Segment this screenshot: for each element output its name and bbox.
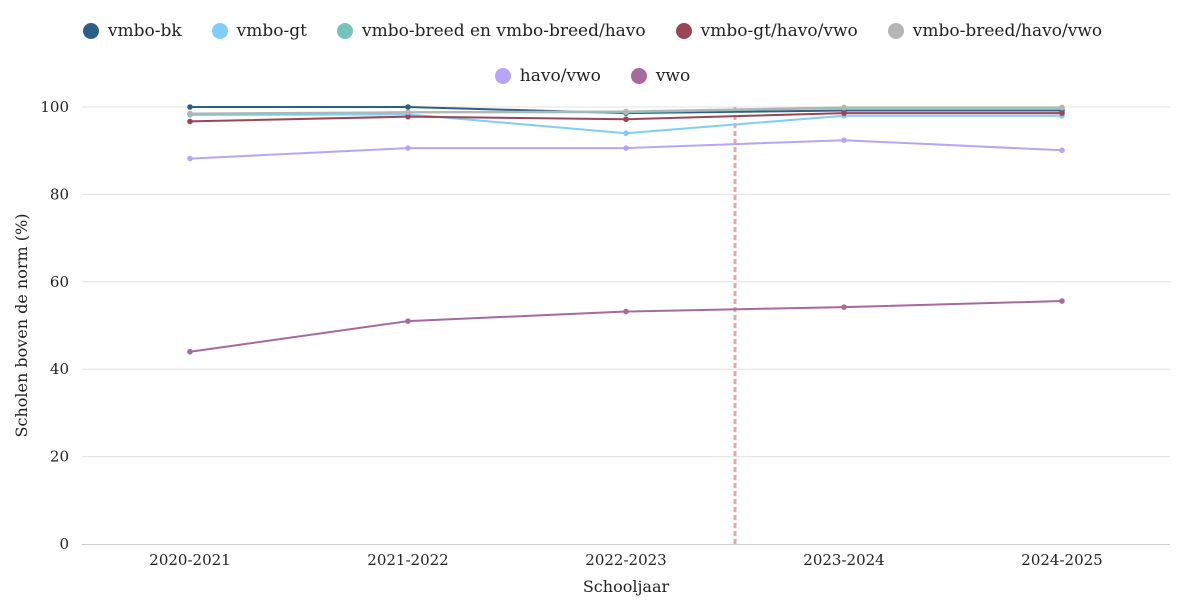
data-point-vmbo-gt-havo-vwo — [623, 116, 629, 123]
y-tick-label: 40 — [50, 360, 69, 378]
legend-label: vmbo-gt/havo/vwo — [700, 21, 858, 41]
legend-item-vmbo-gt[interactable]: vmbo-gt — [211, 21, 307, 41]
data-point-vmbo-breed-havo-vwo — [841, 104, 847, 111]
data-point-vmbo-gt-havo-vwo — [1059, 110, 1065, 116]
legend-label: vmbo-breed en vmbo-breed/havo — [361, 21, 646, 41]
x-tick-label: 2023-2024 — [803, 551, 884, 569]
data-point-vmbo-breed-havo-vwo — [623, 108, 629, 115]
data-point-vmbo-gt-havo-vwo — [405, 113, 411, 120]
legend-item-vmbo-breed-en-vmbo-breed-havo[interactable]: vmbo-breed en vmbo-breed/havo — [336, 21, 646, 41]
legend-marker — [82, 23, 99, 39]
data-point-vwo — [623, 308, 629, 315]
legend-marker — [211, 23, 228, 39]
legend-marker — [630, 68, 647, 84]
y-tick-label: 0 — [59, 535, 69, 553]
data-point-havo-vwo — [187, 155, 193, 162]
data-point-vmbo-gt-havo-vwo — [841, 110, 847, 116]
data-point-havo-vwo — [623, 145, 629, 151]
legend-item-vmbo-bk[interactable]: vmbo-bk — [82, 21, 182, 41]
data-point-vmbo-breed-havo-vwo — [187, 110, 193, 117]
data-point-vmbo-bk — [187, 104, 193, 110]
legend-label: vwo — [655, 66, 691, 86]
data-point-vmbo-bk — [405, 104, 411, 110]
legend-row: vmbo-bk vmbo-gt vmbo-breed en vmbo-breed/h… — [0, 14, 1185, 48]
legend-marker — [336, 23, 353, 39]
data-point-vmbo-gt-havo-vwo — [187, 118, 193, 125]
series-line-vwo — [189, 300, 1063, 353]
y-tick-label: 20 — [50, 448, 69, 466]
x-tick-label: 2021-2022 — [367, 551, 448, 569]
legend-marker — [494, 68, 511, 84]
data-point-vwo — [841, 304, 847, 310]
legend-marker — [675, 23, 692, 39]
legend-label: vmbo-gt — [236, 21, 307, 41]
data-point-vmbo-gt — [623, 130, 629, 137]
data-point-vwo — [187, 348, 193, 355]
legend-row: havo/vwo vwo — [0, 59, 1185, 93]
legend-marker — [887, 23, 904, 39]
data-point-havo-vwo — [1059, 147, 1065, 154]
legend-item-vmbo-breed-havo-vwo[interactable]: vmbo-breed/havo/vwo — [887, 21, 1103, 41]
y-tick-label: 80 — [50, 185, 69, 203]
legend-label: vmbo-breed/havo/vwo — [912, 21, 1103, 41]
legend-item-havo-vwo[interactable]: havo/vwo — [494, 66, 601, 86]
y-tick-label: 60 — [50, 273, 69, 291]
legend-item-vmbo-gt-havo-vwo[interactable]: vmbo-gt/havo/vwo — [675, 21, 858, 41]
y-axis-title: Scholen boven de norm (%) — [12, 214, 31, 438]
y-tick-label: 100 — [40, 98, 69, 116]
data-point-havo-vwo — [841, 137, 847, 144]
legend-label: vmbo-bk — [107, 21, 182, 41]
x-tick-label: 2020-2021 — [149, 551, 230, 569]
legend-item-vwo[interactable]: vwo — [630, 66, 691, 86]
data-point-vmbo-breed-havo-vwo — [405, 109, 411, 116]
legend-label: havo/vwo — [519, 66, 601, 86]
x-tick-label: 2024-2025 — [1021, 551, 1102, 569]
x-tick-label: 2022-2023 — [585, 551, 666, 569]
data-point-vmbo-breed-havo-vwo — [1059, 104, 1065, 111]
data-point-vwo — [405, 318, 411, 324]
x-axis-title: Schooljaar — [583, 577, 670, 596]
data-point-havo-vwo — [405, 145, 411, 151]
data-point-vwo — [1059, 298, 1065, 304]
legend: vmbo-bk vmbo-gt vmbo-breed en vmbo-breed/h… — [0, 14, 1185, 104]
